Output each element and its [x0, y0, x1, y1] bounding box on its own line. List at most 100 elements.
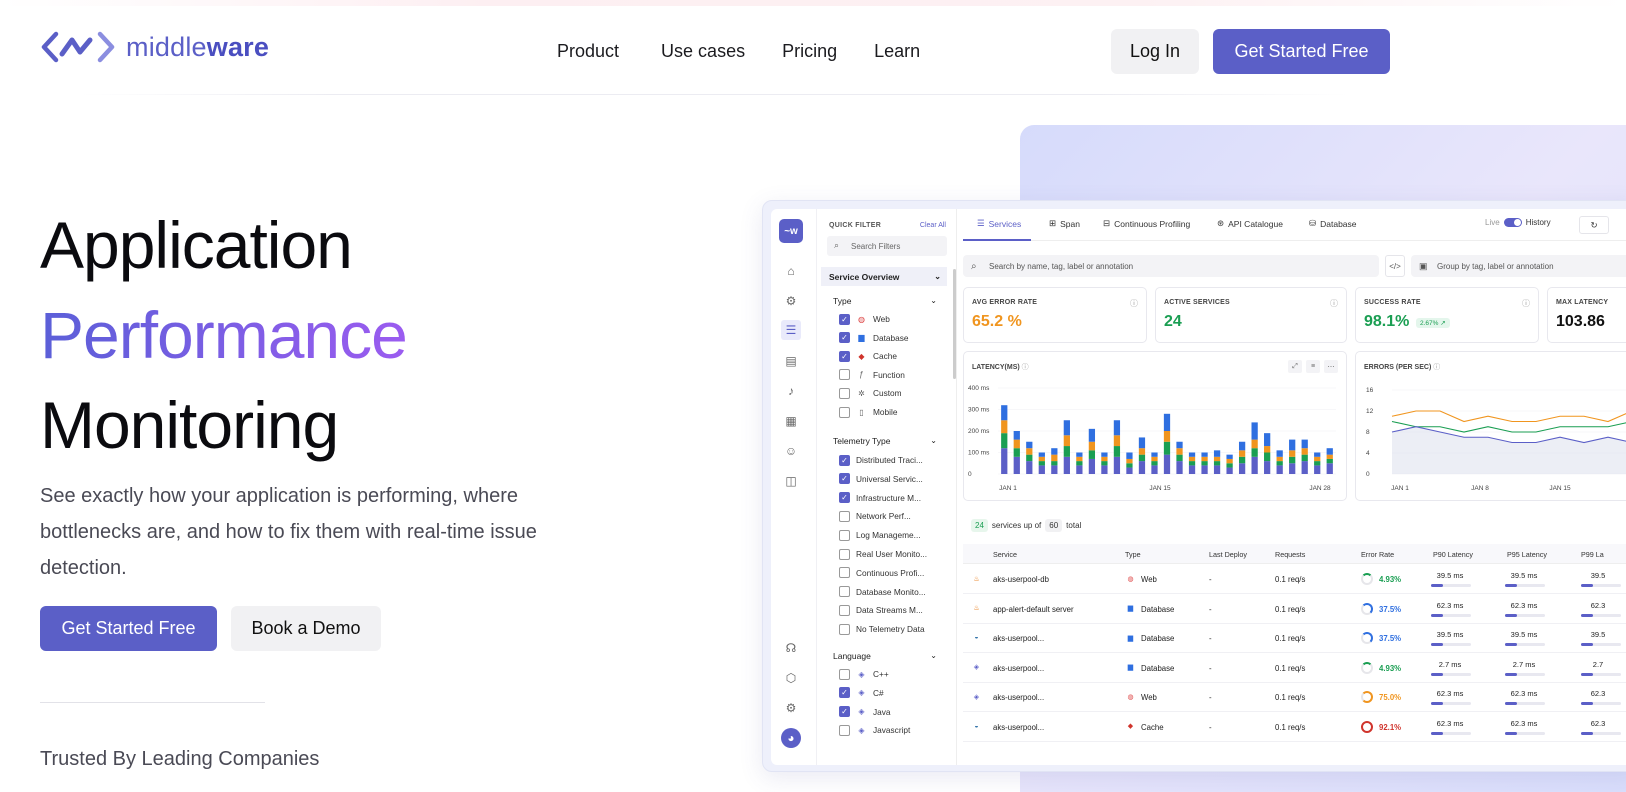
filter-icon[interactable]: ≡	[1306, 360, 1320, 373]
filter-option[interactable]: Data Streams M...	[839, 603, 923, 617]
checkbox[interactable]	[839, 623, 850, 635]
support-icon[interactable]: ☊	[785, 641, 797, 655]
filter-option[interactable]: ✲ Custom	[839, 386, 902, 400]
col-p90[interactable]: P90 Latency	[1433, 550, 1473, 559]
logs-icon[interactable]: ▤	[785, 354, 797, 368]
filter-option[interactable]: Log Manageme...	[839, 528, 921, 542]
infra-icon[interactable]: ⚙	[785, 294, 797, 308]
service-overview-section[interactable]: Service Overview ⌄	[821, 267, 947, 286]
settings-icon[interactable]: ⚙	[785, 701, 797, 715]
table-row[interactable]: ◈ aks-userpool... ◍ Web - 0.1 req/s 75.0% 62.3 …	[963, 683, 1626, 712]
checkbox[interactable]	[839, 567, 850, 579]
table-row[interactable]: ♨ aks-userpool-db ◍ Web - 0.1 req/s 4.93% 39.5 …	[963, 565, 1626, 594]
nav-pricing[interactable]: Pricing	[782, 41, 838, 61]
logo[interactable]: middleware	[40, 30, 269, 64]
filter-option[interactable]: No Telemetry Data	[839, 622, 925, 636]
tab-services[interactable]: ☰ Services	[977, 218, 1022, 229]
service-name[interactable]: aks-userpool...	[993, 693, 1045, 702]
code-view-button[interactable]: </>	[1385, 255, 1405, 277]
filter-search-input[interactable]: ⌕ Search Filters	[827, 236, 947, 256]
col-p99[interactable]: P99 La	[1581, 550, 1604, 559]
filter-option[interactable]: ✓ Distributed Traci...	[839, 453, 923, 467]
filter-option[interactable]: ◈ C++	[839, 667, 889, 681]
filter-option[interactable]: ƒ Function	[839, 368, 905, 382]
nav-product[interactable]: Product	[557, 41, 620, 61]
checkbox[interactable]: ✓	[839, 454, 850, 466]
checkbox[interactable]: ✓	[839, 687, 850, 699]
rum-icon[interactable]: ◫	[785, 474, 797, 488]
table-row[interactable]: ◒ aks-userpool... ◆ Cache - 0.1 req/s 92.1% 62.…	[963, 713, 1626, 742]
service-name[interactable]: aks-userpool-db	[993, 575, 1049, 584]
checkbox[interactable]	[839, 548, 850, 560]
dashboards-icon[interactable]: ▦	[785, 414, 797, 428]
checkbox[interactable]	[839, 369, 850, 381]
alerts-icon[interactable]: ♪	[788, 384, 794, 398]
filter-option[interactable]: ◈ Javascript	[839, 723, 910, 737]
info-icon[interactable]: ⓘ	[1330, 299, 1338, 308]
clear-all-link[interactable]: Clear All	[919, 222, 946, 229]
home-icon[interactable]: ⌂	[787, 264, 795, 278]
checkbox[interactable]: ✓	[839, 332, 850, 344]
book-demo-button[interactable]: Book a Demo	[231, 606, 381, 651]
table-row[interactable]: ◒ aks-userpool... ▆ Database - 0.1 req/s 37.5%…	[963, 624, 1626, 653]
filter-option[interactable]: ✓ ◈ Java	[839, 705, 891, 719]
filter-option[interactable]: ▯ Mobile	[839, 405, 897, 419]
integrations-icon[interactable]: ⬡	[785, 671, 797, 685]
col-p95[interactable]: P95 Latency	[1507, 550, 1547, 559]
group-by-input[interactable]: ▣ Group by tag, label or annotation	[1411, 255, 1626, 277]
type-section[interactable]: Type ⌄	[833, 295, 937, 306]
table-row[interactable]: ♨ app-alert-default server ▆ Database - 0.1 r…	[963, 595, 1626, 624]
login-button[interactable]: Log In	[1111, 29, 1199, 74]
checkbox[interactable]	[839, 604, 850, 616]
service-name[interactable]: aks-userpool...	[993, 634, 1045, 643]
filter-scrollbar[interactable]	[953, 269, 956, 379]
filter-option[interactable]: ✓ ◈ C#	[839, 686, 884, 700]
tab-api-catalogue[interactable]: ⊛ API Catalogue	[1217, 218, 1283, 229]
checkbox[interactable]: ✓	[839, 706, 850, 718]
table-row[interactable]: ◈ aks-userpool... ▆ Database - 0.1 req/s 4.93%…	[963, 654, 1626, 683]
nav-use-cases[interactable]: Use cases	[661, 41, 746, 61]
service-search-input[interactable]: ⌕ Search by name, tag, label or annotatio…	[963, 255, 1379, 277]
user-avatar[interactable]: ◕	[781, 728, 801, 748]
col-type[interactable]: Type	[1125, 550, 1141, 559]
bot-icon[interactable]: ☺	[784, 444, 798, 458]
filter-option[interactable]: Real User Monito...	[839, 547, 927, 561]
col-last-deploy[interactable]: Last Deploy	[1209, 550, 1247, 559]
col-requests[interactable]: Requests	[1275, 550, 1306, 559]
tab-database[interactable]: ⛁ Database	[1309, 218, 1357, 229]
checkbox[interactable]: ✓	[839, 473, 850, 485]
col-service[interactable]: Service	[993, 550, 1017, 559]
checkbox[interactable]	[839, 668, 850, 680]
filter-option[interactable]: ✓ ◍ Web	[839, 312, 890, 326]
filter-option[interactable]: Network Perf...	[839, 509, 911, 523]
checkbox[interactable]	[839, 387, 850, 399]
filter-option[interactable]: Continuous Profi...	[839, 566, 924, 580]
filter-option[interactable]: ✓ Universal Servic...	[839, 472, 923, 486]
language-section[interactable]: Language ⌄	[833, 650, 937, 661]
tab-profiling[interactable]: ⊟ Continuous Profiling	[1103, 218, 1191, 229]
get-started-hero-button[interactable]: Get Started Free	[40, 606, 217, 651]
filter-option[interactable]: ✓ Infrastructure M...	[839, 491, 921, 505]
apm-icon[interactable]: ☰	[781, 320, 801, 340]
nav-learn[interactable]: Learn	[874, 41, 921, 61]
filter-option[interactable]: Database Monito...	[839, 585, 926, 599]
tab-span[interactable]: ⊞ Span	[1049, 218, 1080, 229]
col-error-rate[interactable]: Error Rate	[1361, 550, 1395, 559]
checkbox[interactable]	[839, 529, 850, 541]
checkbox[interactable]	[839, 510, 850, 522]
info-icon[interactable]: ⓘ	[1522, 299, 1530, 308]
filter-option[interactable]: ✓ ▆ Database	[839, 331, 909, 345]
telemetry-section[interactable]: Telemetry Type ⌄	[833, 435, 937, 446]
checkbox[interactable]	[839, 724, 850, 736]
service-name[interactable]: app-alert-default server	[993, 604, 1074, 614]
app-logo-icon[interactable]: ~w	[779, 219, 803, 243]
filter-option[interactable]: ✓ ◆ Cache	[839, 349, 897, 363]
refresh-button[interactable]: ↻	[1579, 216, 1609, 234]
toggle-switch[interactable]	[1503, 218, 1522, 227]
service-name[interactable]: aks-userpool...	[993, 663, 1045, 673]
checkbox[interactable]: ✓	[839, 313, 850, 325]
checkbox[interactable]	[839, 586, 850, 598]
expand-icon[interactable]: ⤢	[1288, 360, 1302, 373]
checkbox[interactable]: ✓	[839, 492, 850, 504]
more-icon[interactable]: ⋯	[1324, 360, 1338, 373]
